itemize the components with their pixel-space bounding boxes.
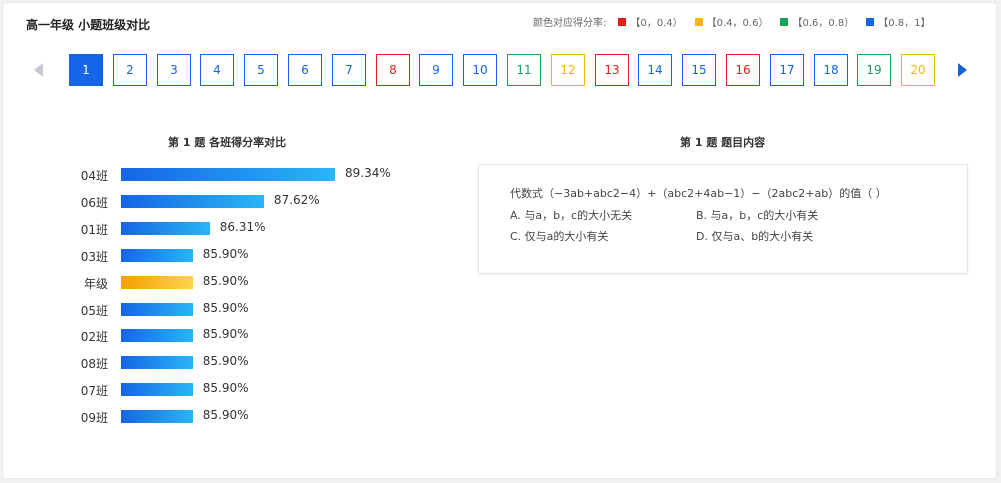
page-button-11[interactable]: 11 [507,54,541,86]
class-bar [121,194,264,208]
page-button-13[interactable]: 13 [595,54,629,86]
grade-bar [121,275,193,289]
page-title: 高一年级 小题班级对比 [26,18,151,32]
value-label: 85.90% [202,408,249,423]
legend-item-1: 【0.4，0.6） [706,18,769,29]
value-label: 85.90% [202,327,249,342]
legend-item-3: 【0.8，1】 [878,18,931,29]
chevron-right-icon[interactable] [958,63,967,77]
category-label: 06班 [80,195,108,210]
legend-item-2: 【0.6，0.8） [792,18,855,29]
chart-title: 第 1 题 各班得分率对比 [168,136,287,149]
page-button-8[interactable]: 8 [376,54,410,86]
value-label: 85.90% [202,273,249,288]
class-bar [121,248,193,262]
chevron-left-icon[interactable] [34,63,43,77]
class-bar [121,356,193,370]
page-button-19[interactable]: 19 [857,54,891,86]
category-label: 09班 [80,411,108,426]
option-b: B. 与a，b，c的大小有关 [696,209,819,222]
category-label: 07班 [80,384,108,399]
page-button-20[interactable]: 20 [901,54,935,86]
class-bar [121,383,193,397]
category-label: 02班 [80,330,108,345]
value-label: 85.90% [202,300,249,315]
legend-swatch-blue [866,17,875,26]
page-button-7[interactable]: 7 [332,54,366,86]
option-a: A. 与a，b，c的大小无关 [510,209,633,222]
value-label: 85.90% [202,354,249,369]
option-c: C. 仅与a的大小有关 [510,230,609,243]
value-label: 85.90% [202,246,249,261]
category-label: 08班 [80,357,108,372]
page-button-10[interactable]: 10 [463,54,497,86]
page-button-3[interactable]: 3 [157,54,191,86]
legend-label: 颜色对应得分率: [533,18,607,29]
value-label: 87.62% [273,192,320,207]
question-pager: 1 2 3 4 5 6 7 8 9 10 11 12 13 14 15 16 17 18 19 20 [0,50,1001,90]
value-label: 89.34% [345,166,391,180]
value-label: 86.31% [219,219,266,234]
legend-item-0: 【0，0.4） [630,18,683,29]
class-score-bar-chart: 04班 89.34% 06班 87.62% 01班 86.31% 03班 85.90% 年级 85… [0,160,470,440]
question-stem: 代数式（−3ab+abc2−4）+（abc2+4ab−1）−（2abc2+ab）… [510,187,887,200]
page-button-2[interactable]: 2 [113,54,147,86]
score-color-legend: 颜色对应得分率: 【0，0.4） 【0.4，0.6） 【0.6，0.8） 【0.… [533,14,931,29]
page-button-1[interactable]: 1 [69,54,103,86]
value-label: 85.90% [202,381,249,396]
page-button-6[interactable]: 6 [288,54,322,86]
page-button-4[interactable]: 4 [200,54,234,86]
legend-swatch-green [780,17,789,26]
question-title: 第 1 题 题目内容 [680,136,766,149]
category-label: 05班 [80,303,108,318]
legend-swatch-yellow [694,17,703,26]
category-label: 年级 [83,276,108,291]
class-bar [121,410,193,424]
page-button-15[interactable]: 15 [682,54,716,86]
class-bar [121,329,193,343]
page-button-12[interactable]: 12 [551,54,585,86]
class-bar [121,302,193,316]
page-button-14[interactable]: 14 [638,54,672,86]
category-label: 03班 [80,249,108,264]
class-bar [121,221,210,235]
page-button-18[interactable]: 18 [814,54,848,86]
question-content-box: 代数式（−3ab+abc2−4）+（abc2+4ab−1）−（2abc2+ab）… [478,164,968,274]
category-label: 04班 [80,169,108,183]
class-bar [121,168,335,181]
legend-swatch-red [618,17,627,26]
page-button-17[interactable]: 17 [770,54,804,86]
option-d: D. 仅与a、b的大小有关 [696,230,814,243]
page-button-5[interactable]: 5 [244,54,278,86]
page-button-9[interactable]: 9 [419,54,453,86]
category-label: 01班 [80,222,108,237]
page-button-16[interactable]: 16 [726,54,760,86]
